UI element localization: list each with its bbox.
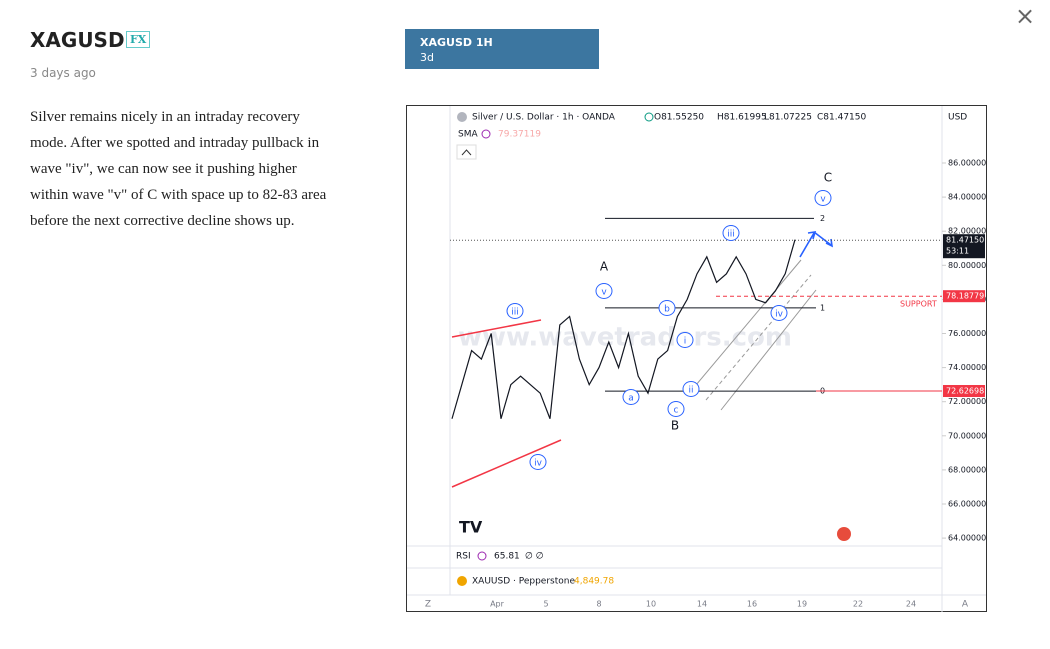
article-text: Silver remains nicely in an intraday rec…: [30, 109, 327, 229]
y-tick-label: 68.00000: [948, 465, 986, 474]
y-tick-label: 82.00000: [948, 227, 986, 236]
x-tick-label: 8: [596, 600, 601, 609]
wave-circle: [770, 305, 788, 321]
close-button[interactable]: ×: [1015, 2, 1036, 30]
logo: TV: [459, 518, 483, 537]
wave-label: iii: [727, 230, 735, 240]
status-dot: [644, 112, 654, 122]
wave-circle: [622, 389, 640, 405]
collapse-icon: [461, 149, 472, 156]
wave-label: B: [671, 419, 679, 433]
chart-tab[interactable]: XAGUSD 1H 3d: [405, 29, 599, 69]
channel-line: [695, 259, 802, 386]
symbol-icon: [457, 112, 467, 122]
ohlc-value: H81.61995: [717, 113, 767, 123]
wave-label: C: [824, 171, 832, 185]
indicator-name: SMA: [458, 130, 478, 140]
wave-circle: [595, 283, 613, 299]
fib-label: 1: [820, 303, 825, 312]
price-label-box: [943, 290, 985, 303]
wave-label: v: [601, 288, 607, 298]
y-tick-label: 76.00000: [948, 329, 986, 338]
collapse-button[interactable]: [456, 144, 477, 160]
x-tick-label: Apr: [490, 600, 505, 609]
corner-label[interactable]: Z: [425, 600, 431, 610]
price-label: 72.62698: [946, 387, 984, 396]
corner-label[interactable]: A: [962, 600, 969, 610]
current-price-label: 81.47150: [946, 236, 984, 245]
fib-label: 2: [820, 214, 825, 223]
x-tick-label: 14: [697, 600, 707, 609]
wave-circle: [658, 300, 676, 316]
wave-circle: [682, 381, 700, 397]
price-label: 78.18779: [946, 292, 984, 301]
y-tick-label: 72.00000: [948, 397, 986, 406]
y-tick-label: 66.00000: [948, 500, 986, 509]
wave-label: a: [628, 394, 634, 404]
current-price-box: [943, 234, 985, 259]
wave-circle: [722, 225, 740, 241]
wave-circle: [529, 454, 547, 470]
x-tick-label: 22: [853, 600, 863, 609]
wave-label: v: [820, 195, 826, 205]
wave-label: i: [684, 337, 687, 347]
channel-line: [451, 319, 542, 338]
x-tick-label: 5: [543, 600, 548, 609]
timestamp: 3 days ago: [30, 66, 96, 80]
compare-name: XAUUSD · Pepperstone: [472, 577, 575, 587]
badge: FX: [126, 31, 151, 48]
indicator-icon: [481, 129, 491, 139]
y-tick-label: 80.00000: [948, 261, 986, 270]
ohlc-value: O81.55250: [654, 113, 704, 123]
wave-label: ii: [688, 386, 693, 396]
rsi-name: RSI: [456, 552, 471, 562]
wave-label: b: [664, 305, 670, 315]
wave-label: iii: [511, 308, 519, 318]
wave-label: A: [600, 260, 609, 274]
wave-label: iv: [775, 310, 784, 320]
ohlc-value: C81.47150: [817, 113, 867, 123]
price-label-box: [943, 385, 985, 398]
chart: Silver / U.S. Dollar · 1h · OANDA SMA 79…: [406, 105, 987, 612]
projection-arrow: [799, 231, 834, 258]
tab-title: XAGUSD 1H: [420, 36, 493, 49]
y-tick-label: 70.00000: [948, 431, 986, 440]
chart-frame: [406, 105, 987, 612]
wave-circle: [506, 303, 524, 319]
y-tick-label: 64.00000: [948, 534, 986, 543]
ohlc-value: L81.07225: [764, 113, 812, 123]
rsi-value: 65.81: [494, 552, 520, 562]
support-label: SUPPORT: [900, 300, 937, 309]
wave-label: c: [674, 406, 679, 416]
wave-circle: [667, 401, 685, 417]
price-line: [451, 239, 796, 419]
chart-title: Silver / U.S. Dollar · 1h · OANDA: [472, 113, 616, 123]
indicator-value: 79.37119: [498, 130, 541, 140]
x-tick-label: 19: [797, 600, 807, 609]
x-tick-label: 24: [906, 600, 916, 609]
currency: USD: [948, 113, 967, 123]
y-tick-label: 86.00000: [948, 159, 986, 168]
wave-circle: [676, 332, 694, 348]
channel-line: [720, 289, 817, 411]
rsi-icon: [477, 551, 487, 561]
x-tick-label: 10: [646, 600, 656, 609]
title: XAGUSD: [30, 28, 125, 52]
rsi-extra: ∅ ∅: [525, 552, 544, 562]
compare-icon: [457, 576, 467, 586]
y-tick-label: 74.00000: [948, 363, 986, 372]
event-flag: [837, 527, 851, 541]
wave-circle: [814, 190, 832, 206]
x-tick-label: 16: [747, 600, 757, 609]
y-tick-label: 84.00000: [948, 193, 986, 202]
channel-line: [451, 439, 562, 488]
compare-value: 4,849.78: [574, 577, 614, 587]
countdown: 53:11: [946, 247, 969, 256]
tab-period: 3d: [420, 51, 434, 64]
wave-label: iv: [534, 459, 543, 469]
